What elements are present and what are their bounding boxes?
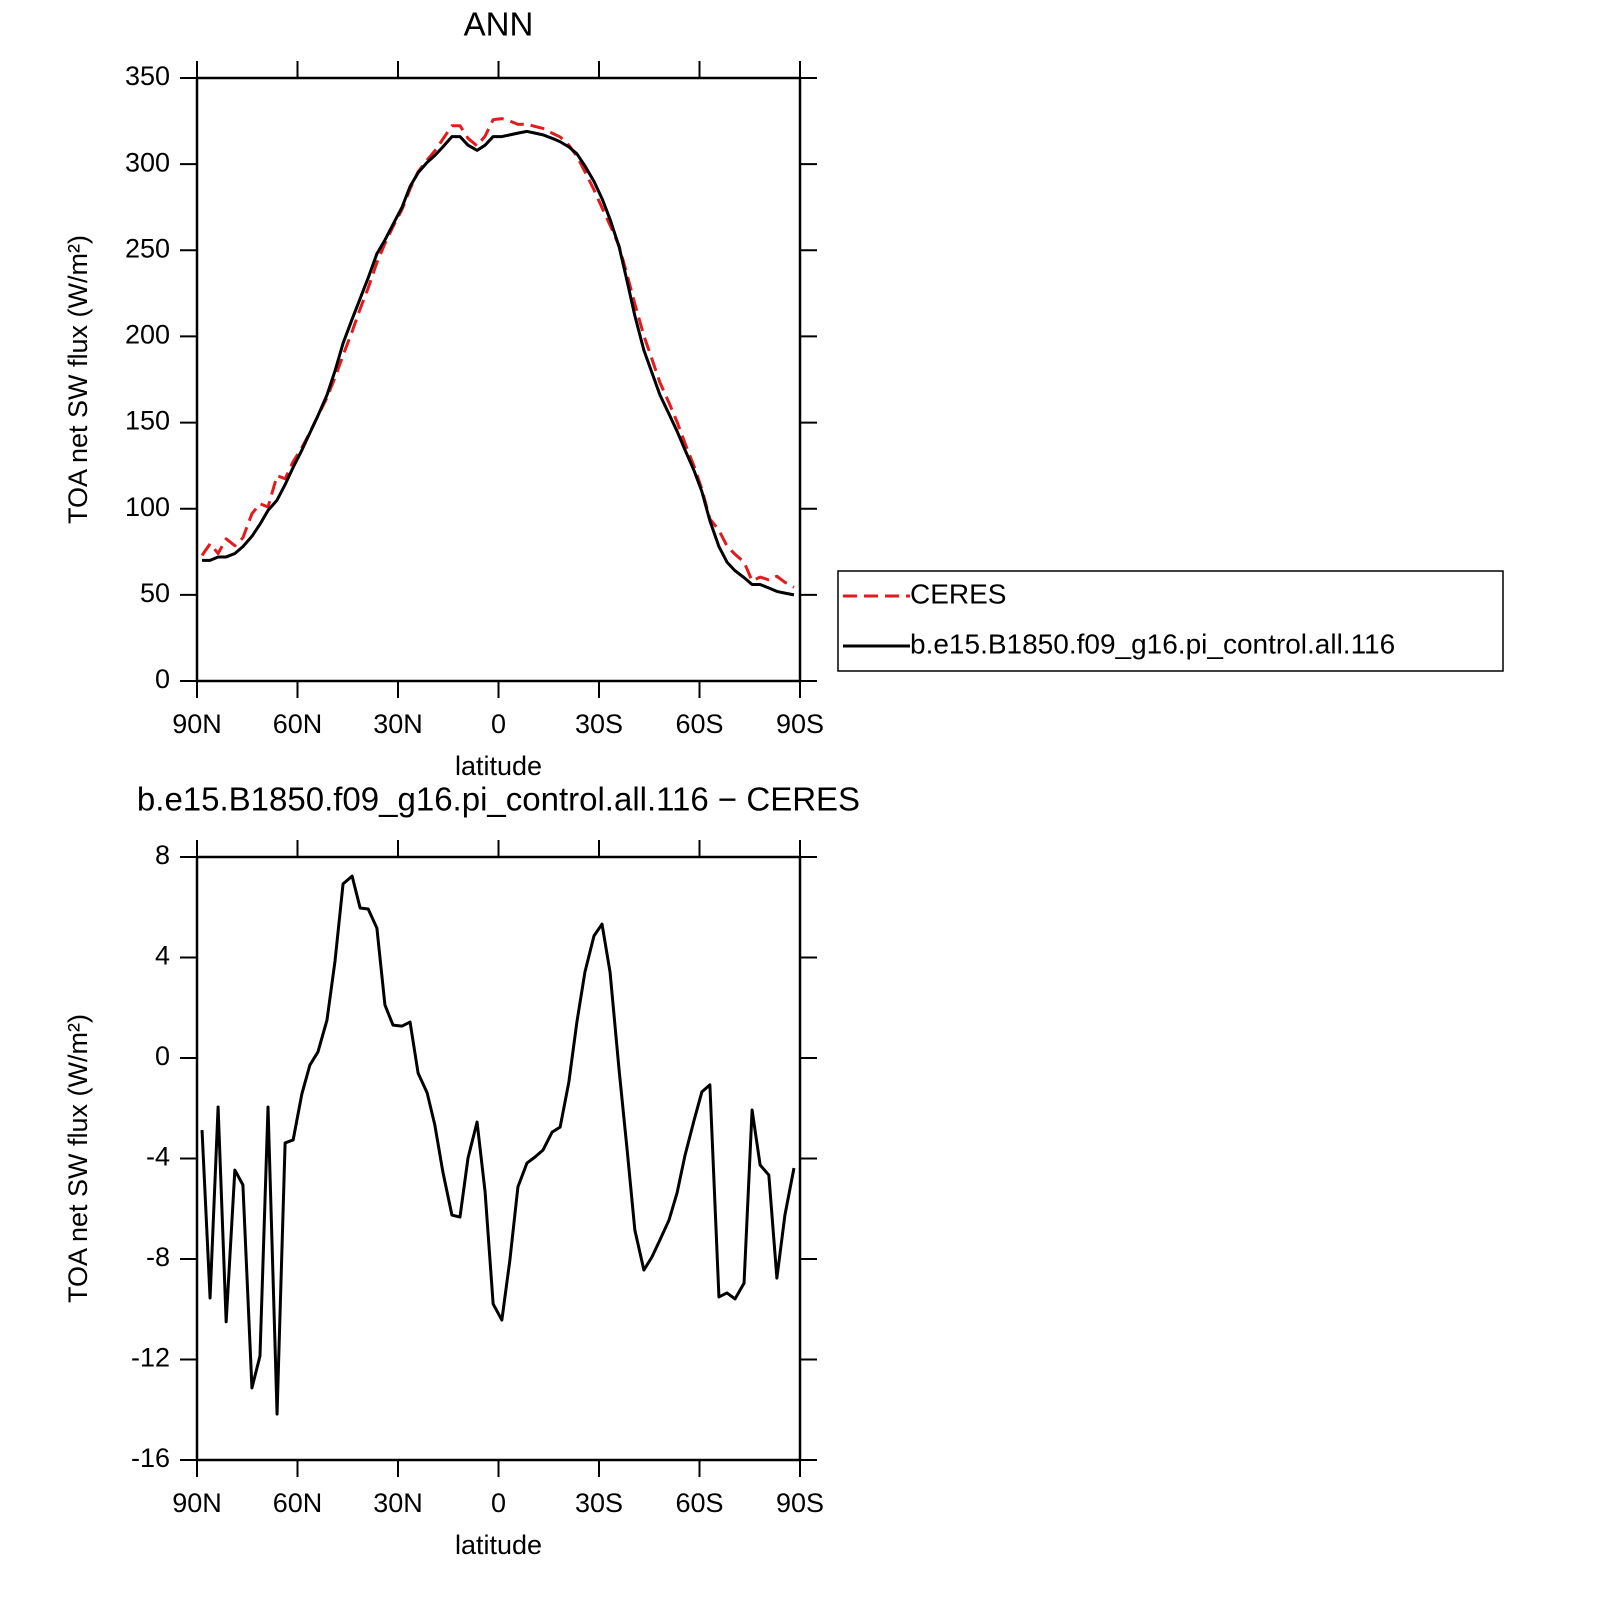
x-tick-label: 30N [373, 709, 423, 739]
y-tick-label: 200 [125, 320, 170, 350]
x-tick-label: 30S [575, 1488, 623, 1518]
x-axis-label: latitude [455, 751, 542, 781]
x-tick-label: 90S [776, 709, 824, 739]
y-tick-label: 0 [155, 1041, 170, 1071]
x-tick-label: 60N [273, 1488, 323, 1518]
x-tick-label: 0 [491, 1488, 506, 1518]
x-tick-label: 60N [273, 709, 323, 739]
x-tick-label: 60S [675, 709, 723, 739]
y-tick-label: 8 [155, 840, 170, 870]
chart-title: ANN [464, 6, 534, 43]
x-tick-label: 60S [675, 1488, 723, 1518]
x-tick-label: 90S [776, 1488, 824, 1518]
data-line [200, 117, 795, 589]
y-tick-label: -12 [131, 1343, 170, 1373]
y-tick-label: 100 [125, 492, 170, 522]
x-tick-label: 90N [172, 1488, 222, 1518]
data-line [202, 129, 795, 597]
x-axis-label: latitude [455, 1530, 542, 1560]
y-axis-label: TOA net SW flux (W/m²) [63, 235, 93, 524]
y-tick-label: 350 [125, 61, 170, 91]
y-tick-label: 50 [140, 578, 170, 608]
x-tick-label: 90N [172, 709, 222, 739]
plot-frame [195, 76, 802, 683]
y-tick-label: 150 [125, 406, 170, 436]
legend-box [837, 570, 1504, 672]
y-tick-label: -4 [146, 1142, 170, 1172]
y-axis-label: TOA net SW flux (W/m²) [63, 1014, 93, 1303]
y-tick-label: 4 [155, 941, 170, 971]
chart-title: b.e15.B1850.f09_g16.pi_control.all.116 −… [137, 781, 860, 818]
x-tick-label: 0 [491, 709, 506, 739]
y-tick-label: 250 [125, 233, 170, 263]
plot-frame [195, 855, 802, 1462]
legend-label: CERES [910, 578, 1006, 609]
data-line [200, 874, 796, 1416]
y-tick-label: -16 [131, 1443, 170, 1473]
y-tick-label: 300 [125, 147, 170, 177]
y-tick-label: -8 [146, 1242, 170, 1272]
x-tick-label: 30S [575, 709, 623, 739]
x-tick-label: 30N [373, 1488, 423, 1518]
legend-label: b.e15.B1850.f09_g16.pi_control.all.116 [910, 628, 1395, 659]
y-tick-label: 0 [155, 664, 170, 694]
